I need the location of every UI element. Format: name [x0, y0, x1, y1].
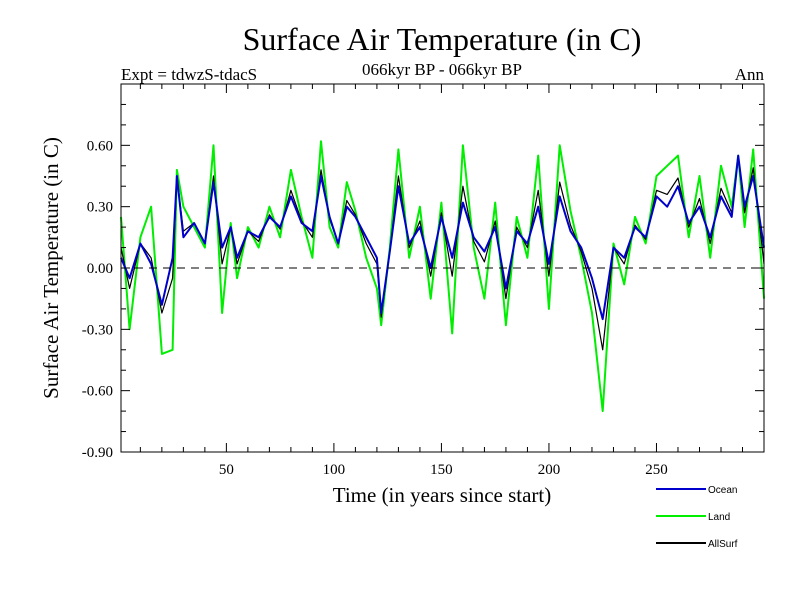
legend-label-ocean: Ocean [708, 485, 737, 496]
x-tick-label: 100 [323, 462, 346, 478]
chart-title: Surface Air Temperature (in C) [243, 21, 642, 57]
chart-subtitle: 066kyr BP - 066kyr BP [362, 60, 522, 79]
y-tick-label: -0.60 [82, 384, 113, 400]
legend-label-allsurf: AllSurf [708, 539, 738, 550]
y-tick-label: 0.00 [87, 261, 113, 277]
series-line-ocean [120, 154, 765, 321]
series-layer [120, 140, 765, 413]
legend-label-land: Land [708, 512, 730, 523]
x-tick-label: 150 [430, 462, 453, 478]
plot-area: 50 100 150 200 250 -0.90 -0.60 -0.30 0.00 0.30 0.… [82, 83, 765, 478]
legend: Ocean Land AllSurf [656, 485, 738, 550]
y-tick-label: -0.90 [82, 445, 113, 461]
y-tick-label: -0.30 [82, 322, 113, 338]
y-axis-label: Surface Air Temperature (in C) [39, 137, 63, 399]
series-line-allsurf [120, 155, 765, 351]
experiment-label: Expt = tdwzS-tdacS [121, 65, 257, 84]
y-tick-label: 0.30 [87, 200, 113, 216]
x-tick-label: 250 [645, 462, 668, 478]
x-tick-label: 200 [538, 462, 561, 478]
y-tick-label: 0.60 [87, 138, 113, 154]
series-line-land [120, 140, 765, 413]
period-label: Ann [735, 65, 765, 84]
y-axis-ticks: -0.90 -0.60 -0.30 0.00 0.30 0.60 [82, 83, 764, 461]
x-tick-label: 50 [219, 462, 234, 478]
x-axis-ticks: 50 100 150 200 250 [139, 84, 743, 478]
x-axis-label: Time (in years since start) [333, 483, 552, 507]
